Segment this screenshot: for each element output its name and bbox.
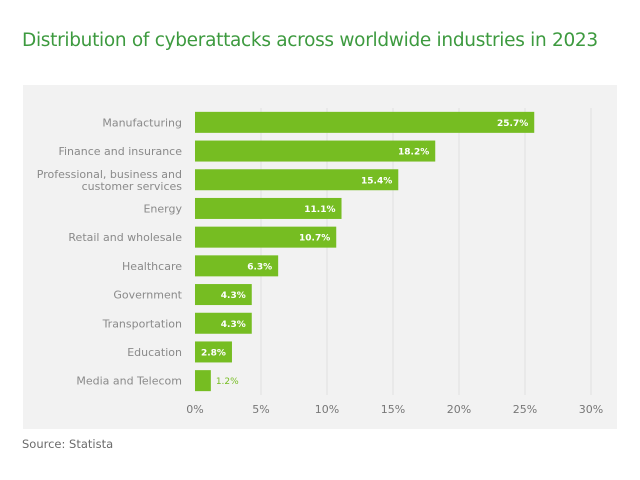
- data-label: 2.8%: [201, 348, 226, 358]
- x-tick-label: 15%: [381, 403, 405, 416]
- data-label: 6.3%: [247, 262, 272, 272]
- data-label: 10.7%: [299, 234, 330, 244]
- data-label: 1.2%: [216, 377, 239, 387]
- x-tick-label: 10%: [315, 403, 339, 416]
- data-label: 18.2%: [398, 148, 429, 158]
- x-tick-label: 30%: [579, 403, 603, 416]
- category-label: Retail and wholesale: [68, 231, 182, 244]
- bar: [195, 312, 252, 334]
- bar: [195, 169, 399, 191]
- bar: [195, 341, 232, 363]
- category-label: Professional, business and: [37, 168, 182, 181]
- bar: [195, 370, 211, 392]
- category-label: Media and Telecom: [76, 375, 182, 388]
- category-label: Education: [127, 346, 182, 359]
- data-label: 25.7%: [497, 119, 528, 129]
- source-note: Source: Statista: [22, 437, 114, 451]
- bar: [195, 140, 436, 162]
- category-label: Energy: [143, 202, 182, 215]
- category-label: Transportation: [102, 317, 182, 330]
- bar: [195, 226, 337, 248]
- chart-title: Distribution of cyberattacks across worl…: [22, 30, 598, 51]
- x-tick-label: 5%: [252, 403, 269, 416]
- category-label: Government: [113, 289, 182, 302]
- data-label: 15.4%: [361, 176, 392, 186]
- category-label: customer services: [82, 180, 183, 193]
- bar: [195, 255, 279, 277]
- x-tick-label: 0%: [186, 403, 203, 416]
- data-label: 11.1%: [304, 205, 335, 215]
- bar: [195, 197, 342, 219]
- data-label: 4.3%: [221, 291, 246, 301]
- x-tick-label: 20%: [447, 403, 471, 416]
- bar: [195, 111, 535, 133]
- x-tick-label: 25%: [513, 403, 537, 416]
- category-label: Healthcare: [122, 260, 182, 273]
- bar: [195, 284, 252, 306]
- category-label: Manufacturing: [102, 116, 182, 129]
- category-label: Finance and insurance: [58, 145, 182, 158]
- data-label: 4.3%: [221, 320, 246, 330]
